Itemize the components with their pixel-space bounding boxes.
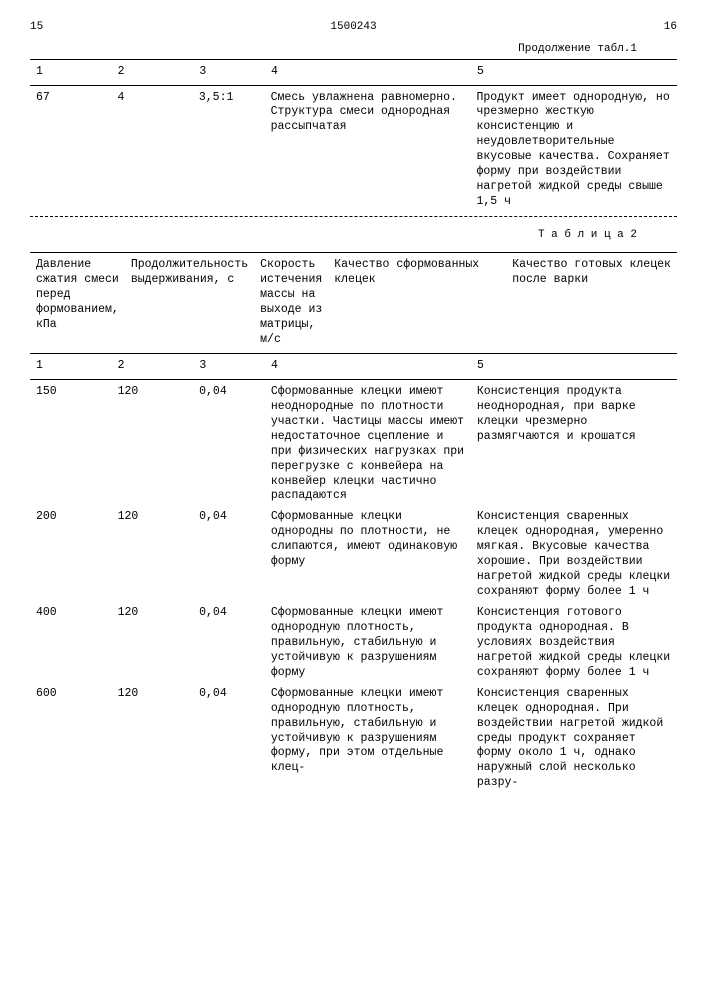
table2-headers: Давление сжатия смеси перед формованием,… [30, 255, 677, 351]
cell: 120 [112, 382, 194, 508]
cell: 200 [30, 507, 112, 603]
cell: 120 [112, 684, 194, 795]
cell: 4 [111, 88, 192, 214]
col-num: 1 [30, 356, 112, 377]
table1-column-numbers: 1 2 3 4 5 [30, 62, 677, 83]
table-row: 67 4 3,5:1 Смесь увлажнена равномерно. С… [30, 88, 677, 214]
page: 15 1500243 16 Продолжение табл.1 1 2 3 4… [0, 0, 707, 814]
table2-body: 150 120 0,04 Сформованные клецки имеют н… [30, 382, 677, 794]
cell: Консистенция сваренных клецек однородная… [471, 684, 677, 795]
cell: 120 [112, 603, 194, 684]
cell: Продукт имеет однородную, но чрезмерно ж… [471, 88, 678, 214]
cell: Смесь увлажнена равномерно. Структура см… [265, 88, 471, 214]
table-row: 400 120 0,04 Сформованные клецки имеют о… [30, 603, 677, 684]
cell: Сформованные клецки однородны по плотнос… [265, 507, 471, 603]
col-num: 4 [265, 356, 471, 377]
cell: 600 [30, 684, 112, 795]
cell: Консистенция сваренных клецек однородная… [471, 507, 677, 603]
col-header: Давление сжатия смеси перед формованием,… [30, 255, 125, 351]
rule [30, 379, 677, 380]
cell: 0,04 [193, 382, 265, 508]
cell: 0,04 [193, 684, 265, 795]
table2-column-numbers-table: 1 2 3 4 5 [30, 356, 677, 377]
cell: 3,5:1 [193, 88, 265, 214]
table2-caption: Т а б л и ц а 2 [30, 228, 677, 242]
table-row: 600 120 0,04 Сформованные клецки имеют о… [30, 684, 677, 795]
cell: 0,04 [193, 603, 265, 684]
rule [30, 252, 677, 253]
col-num: 4 [265, 62, 471, 83]
cell: Сформованные клецки имеют неоднородные п… [265, 382, 471, 508]
col-header: Скорость истечения массы на выходе из ма… [254, 255, 328, 351]
col-num: 3 [193, 62, 265, 83]
col-num: 1 [30, 62, 112, 83]
page-header: 15 1500243 16 [30, 20, 677, 34]
table1-continuation-label: Продолжение табл.1 [30, 42, 677, 56]
page-number-right: 16 [664, 20, 677, 34]
table2-header: Давление сжатия смеси перед формованием,… [30, 255, 677, 351]
col-num: 5 [471, 356, 677, 377]
cell: 67 [30, 88, 111, 214]
cell: 150 [30, 382, 112, 508]
col-num: 3 [193, 356, 265, 377]
page-number-left: 15 [30, 20, 43, 34]
cell: 400 [30, 603, 112, 684]
table-row: 150 120 0,04 Сформованные клецки имеют н… [30, 382, 677, 508]
dashed-rule [30, 216, 677, 217]
rule [30, 59, 677, 60]
cell: 0,04 [193, 507, 265, 603]
cell: Сформованные клецки имеют однородную пло… [265, 684, 471, 795]
rule [30, 85, 677, 86]
col-header: Качество готовых клецек после варки [506, 255, 677, 351]
cell: Консистенция готового продукта однородна… [471, 603, 677, 684]
table1: 1 2 3 4 5 [30, 62, 677, 83]
cell: 120 [112, 507, 194, 603]
document-number: 1500243 [43, 20, 664, 34]
col-header: Качество сформованных клецек [328, 255, 506, 351]
table-row: 200 120 0,04 Сформованные клецки однород… [30, 507, 677, 603]
col-num: 5 [471, 62, 677, 83]
cell: Консистенция продукта неоднородная, при … [471, 382, 677, 508]
rule [30, 353, 677, 354]
col-header: Продолжительность выдерживания, с [125, 255, 254, 351]
col-num: 2 [112, 62, 194, 83]
table1-body: 67 4 3,5:1 Смесь увлажнена равномерно. С… [30, 88, 677, 214]
col-num: 2 [112, 356, 194, 377]
cell: Сформованные клецки имеют однородную пло… [265, 603, 471, 684]
table2-column-numbers: 1 2 3 4 5 [30, 356, 677, 377]
